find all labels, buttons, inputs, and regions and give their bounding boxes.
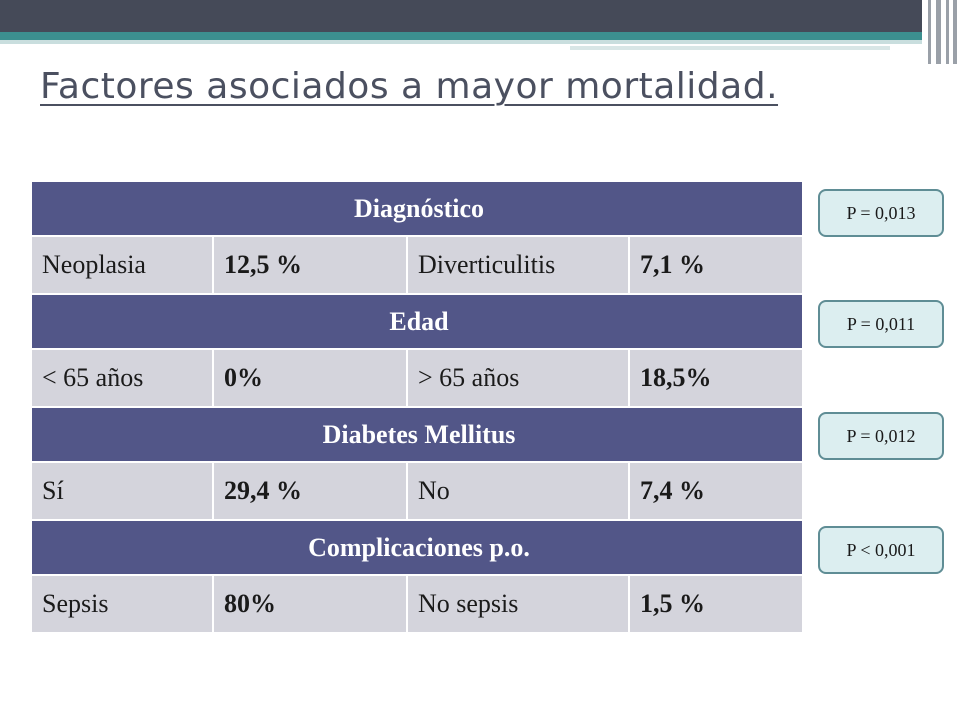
table-row: Neoplasia 12,5 % Diverticulitis 7,1 % bbox=[30, 235, 804, 295]
table-cell-label: No bbox=[406, 461, 630, 521]
p-value-box-complicaciones: P < 0,001 bbox=[818, 526, 944, 574]
section-header-row: Complicaciones p.o. bbox=[30, 519, 804, 576]
table-cell-value: 12,5 % bbox=[212, 235, 408, 295]
top-thin-line bbox=[570, 46, 890, 50]
table-cell-label: > 65 años bbox=[406, 348, 630, 408]
section-header-row: Edad bbox=[30, 293, 804, 350]
p-value-box-diabetes: P = 0,012 bbox=[818, 412, 944, 460]
p-value-box-diagnostico: P = 0,013 bbox=[818, 189, 944, 237]
table-cell-label: Diverticulitis bbox=[406, 235, 630, 295]
table-cell-value: 18,5% bbox=[628, 348, 804, 408]
table-cell-label: Sí bbox=[30, 461, 214, 521]
section-header: Edad bbox=[30, 293, 804, 350]
table-row: < 65 años 0% > 65 años 18,5% bbox=[30, 348, 804, 408]
p-value-box-edad: P = 0,011 bbox=[818, 300, 944, 348]
table-cell-label: < 65 años bbox=[30, 348, 214, 408]
section-header-row: Diagnóstico bbox=[30, 180, 804, 237]
slide-title: Factores asociados a mayor mortalidad. bbox=[40, 66, 779, 107]
table-cell-value: 7,4 % bbox=[628, 461, 804, 521]
table-row: Sepsis 80% No sepsis 1,5 % bbox=[30, 574, 804, 634]
top-decorative-band bbox=[0, 0, 960, 32]
table-cell-label: Neoplasia bbox=[30, 235, 214, 295]
table-cell-value: 1,5 % bbox=[628, 574, 804, 634]
table-cell-label: Sepsis bbox=[30, 574, 214, 634]
section-header: Diabetes Mellitus bbox=[30, 406, 804, 463]
top-light-stripe bbox=[0, 40, 960, 44]
top-accent-stripe bbox=[0, 32, 960, 40]
table-cell-value: 0% bbox=[212, 348, 408, 408]
corner-decoration bbox=[922, 0, 960, 64]
table-cell-value: 7,1 % bbox=[628, 235, 804, 295]
table-row: Sí 29,4 % No 7,4 % bbox=[30, 461, 804, 521]
mortality-factors-table: Diagnóstico Neoplasia 12,5 % Diverticuli… bbox=[30, 180, 804, 634]
section-header: Diagnóstico bbox=[30, 180, 804, 237]
table-cell-value: 29,4 % bbox=[212, 461, 408, 521]
section-header: Complicaciones p.o. bbox=[30, 519, 804, 576]
section-header-row: Diabetes Mellitus bbox=[30, 406, 804, 463]
table-cell-value: 80% bbox=[212, 574, 408, 634]
table-cell-label: No sepsis bbox=[406, 574, 630, 634]
